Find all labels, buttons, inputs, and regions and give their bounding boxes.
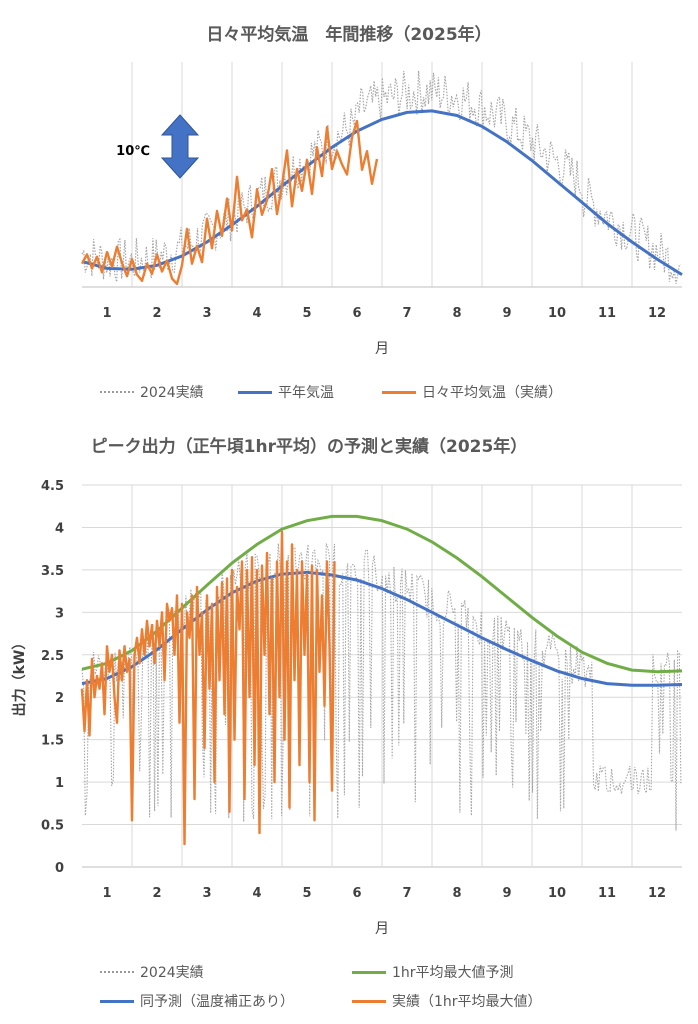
legend-swatch-blue <box>100 999 134 1003</box>
x-tick-label: 2 <box>152 886 161 901</box>
series-2024-line <box>81 543 682 831</box>
x-tick-label: 10 <box>548 306 566 321</box>
temperature-chart: 日々平均気温 年間推移（2025年） 1 2 3 4 5 6 7 8 9 10 11 12 月 10℃ 2… <box>0 0 698 420</box>
series-2024-line <box>81 70 682 284</box>
x-tick-label: 12 <box>648 306 666 321</box>
x-tick-label: 12 <box>648 886 666 901</box>
annotation-10c: 10℃ <box>116 144 150 159</box>
x-tick-label: 3 <box>202 306 211 321</box>
y-tick-label: 0.5 <box>41 819 64 834</box>
y-tick-label: 0 <box>55 861 64 876</box>
temperature-legend: 2024実績 平年気温 日々平均気温（実績） <box>0 0 698 420</box>
x-tick-label: 9 <box>502 306 511 321</box>
x-tick-label: 8 <box>452 306 461 321</box>
series-actual-line <box>80 119 379 286</box>
x-tick-label: 3 <box>202 886 211 901</box>
legend-label: 同予測（温度補正あり） <box>140 994 294 1010</box>
series-normal-line <box>81 109 683 276</box>
legend-swatch-dotted <box>100 971 134 973</box>
y-tick-label: 4.5 <box>41 479 64 494</box>
legend-item-2024: 2024実績 <box>100 382 204 402</box>
x-tick-label: 6 <box>352 306 361 321</box>
power-legend: 2024実績 1hr平均最大値予測 同予測（温度補正あり） 実績（1hr平均最大… <box>0 422 698 1024</box>
legend-item-actual: 日々平均気温（実績） <box>382 382 562 402</box>
double-arrow-icon <box>160 114 200 179</box>
x-tick-label: 6 <box>352 886 361 901</box>
legend-item-forecast: 1hr平均最大値予測 <box>352 962 514 982</box>
y-tick-label: 2.5 <box>41 649 64 664</box>
legend-item-corrected: 同予測（温度補正あり） <box>100 991 294 1011</box>
legend-swatch-orange <box>382 390 416 394</box>
x-tick-label: 1 <box>102 886 111 901</box>
legend-item-actual-power: 実績（1hr平均最大値） <box>352 991 542 1011</box>
x-tick-label: 8 <box>452 886 461 901</box>
x-tick-label: 7 <box>402 886 411 901</box>
x-tick-label: 11 <box>598 306 616 321</box>
x-tick-label: 2 <box>152 306 161 321</box>
x-tick-label: 5 <box>302 886 311 901</box>
power-chart: ピーク出力（正午頃1hr平均）の予測と実績（2025年） 0 0.5 1 1.5 2 2.… <box>0 422 698 1024</box>
y-tick-label: 1 <box>55 776 64 791</box>
series-actual-line <box>80 530 336 846</box>
x-tick-label: 4 <box>252 306 261 321</box>
y-tick-label: 4 <box>55 521 64 536</box>
x-tick-label: 1 <box>102 306 111 321</box>
legend-label: 日々平均気温（実績） <box>422 385 562 401</box>
legend-label: 平年気温 <box>278 385 334 401</box>
y-tick-label: 3.5 <box>41 564 64 579</box>
x-tick-label: 5 <box>302 306 311 321</box>
chart-title-temperature: 日々平均気温 年間推移（2025年） <box>206 25 492 45</box>
legend-item-2024: 2024実績 <box>100 962 204 982</box>
y-tick-label: 2 <box>55 691 64 706</box>
legend-swatch-green <box>352 970 386 974</box>
power-chart-plot: 00.511.522.533.544.51 2 3 4 5 6 7 8 9 10 11 12月出力（k… <box>11 479 683 937</box>
x-axis-label: 月 <box>375 341 389 357</box>
legend-label: 2024実績 <box>140 385 204 401</box>
legend-swatch-dotted <box>100 391 134 393</box>
y-tick-label: 3 <box>55 606 64 621</box>
legend-swatch-blue <box>238 390 272 394</box>
legend-item-normal: 平年気温 <box>238 382 334 402</box>
x-axis-label: 月 <box>375 921 389 937</box>
x-tick-label: 10 <box>548 886 566 901</box>
legend-swatch-orange <box>352 999 386 1003</box>
x-tick-label: 7 <box>402 306 411 321</box>
x-tick-label: 9 <box>502 886 511 901</box>
x-tick-label: 4 <box>252 886 261 901</box>
x-tick-label: 11 <box>598 886 616 901</box>
legend-label: 2024実績 <box>140 965 204 981</box>
y-axis-label: 出力（kW） <box>11 636 28 717</box>
chart-title-power: ピーク出力（正午頃1hr平均）の予測と実績（2025年） <box>90 437 528 457</box>
y-tick-label: 1.5 <box>41 734 64 749</box>
legend-label: 1hr平均最大値予測 <box>392 965 514 981</box>
legend-label: 実績（1hr平均最大値） <box>392 994 542 1010</box>
